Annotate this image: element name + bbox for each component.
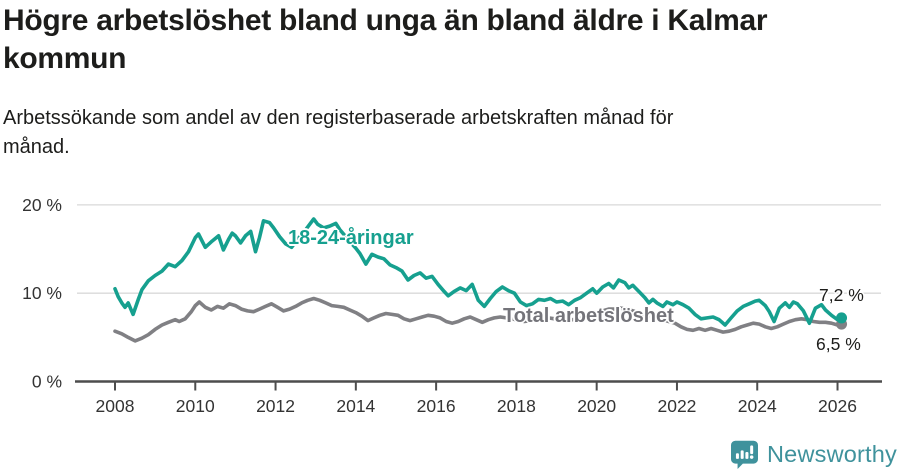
newsworthy-logo[interactable]: Newsworthy (729, 437, 897, 471)
chart-subtitle: Arbetssökande som andel av den registerb… (3, 107, 674, 158)
end-value-label-18-24-aringar: 7,2 % (819, 285, 864, 305)
series-label-18-24-aringar: 18-24-åringar (288, 227, 414, 249)
x-tick-label-2026: 2026 (818, 396, 857, 416)
x-tick-label-2020: 2020 (577, 396, 616, 416)
logo-bar-3 (745, 451, 749, 459)
series-line-total-arbetsl-shet (113, 296, 844, 343)
brand-name: Newsworthy (767, 440, 897, 467)
end-value-label-total: 6,5 % (816, 334, 861, 354)
chart-title: Högre arbetslöshet bland unga än bland ä… (3, 4, 768, 75)
x-tick-label-2014: 2014 (336, 396, 375, 416)
x-tick-label-2022: 2022 (657, 396, 696, 416)
y-tick-label-10: 10 % (22, 283, 62, 303)
y-tick-label-20: 20 % (22, 195, 62, 215)
x-tick-label-2010: 2010 (176, 396, 215, 416)
x-tick-label-2024: 2024 (738, 396, 777, 416)
end-dot-18-24-ringar (836, 312, 848, 324)
series-label-total-arbetsloshet: Total arbetslöshet (503, 305, 674, 327)
x-tick-label-2008: 2008 (96, 396, 135, 416)
series-line-18-24-ringar (113, 217, 844, 327)
x-tick-label-2018: 2018 (497, 396, 536, 416)
y-tick-label-0: 0 % (32, 372, 62, 392)
logo-exclamation-bar (750, 445, 754, 455)
x-tick-label-2012: 2012 (256, 396, 295, 416)
logo-exclamation-dot (749, 455, 754, 459)
logo-bar-1 (735, 453, 739, 459)
x-tick-label-2016: 2016 (417, 396, 456, 416)
logo-bar-2 (740, 450, 744, 459)
newsworthy-bubble-icon (731, 440, 759, 469)
